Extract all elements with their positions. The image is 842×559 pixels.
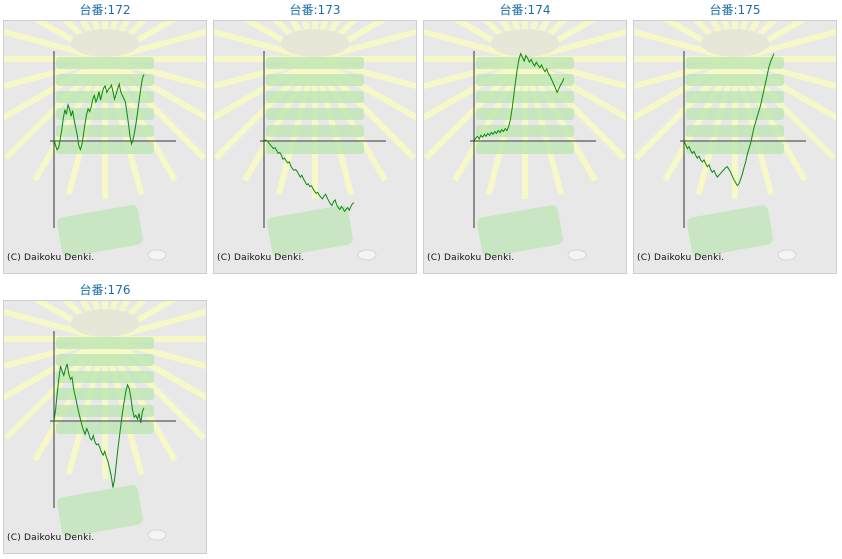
credit-text: (C) Daikoku Denki. <box>217 253 305 263</box>
decor-ray <box>4 336 107 401</box>
decor-tray <box>266 108 364 120</box>
chart-title: 台番:173 <box>289 3 341 17</box>
decor-ray <box>214 56 317 121</box>
chart-title: 台番:174 <box>499 3 551 17</box>
background-illustration <box>4 301 206 541</box>
decor-ray <box>733 56 836 121</box>
decor-tray <box>476 125 574 137</box>
background-illustration <box>214 21 416 261</box>
decor-tray <box>686 57 784 69</box>
decor-tray <box>266 74 364 86</box>
decor-tray <box>56 125 154 137</box>
decor-ray <box>634 56 737 121</box>
decor-tray <box>266 142 364 154</box>
decor-tray <box>476 74 574 86</box>
decor-box <box>57 205 143 257</box>
decor-tray <box>266 91 364 103</box>
decor-tray <box>56 371 154 383</box>
chart-svg <box>4 301 206 541</box>
chart-cell: 台番:173 (C) Daikoku Denki. <box>213 0 417 274</box>
series-line <box>53 74 145 152</box>
decor-tray <box>56 108 154 120</box>
decor-box <box>57 485 143 537</box>
series-line <box>683 53 775 187</box>
decor-tray <box>266 57 364 69</box>
background-illustration <box>4 21 206 261</box>
decor-top <box>701 29 769 57</box>
chart-panel: (C) Daikoku Denki. <box>633 20 837 274</box>
credit-text: (C) Daikoku Denki. <box>7 533 95 543</box>
decor-tray <box>476 91 574 103</box>
chart-svg <box>424 21 626 261</box>
chart-title: 台番:176 <box>79 283 131 297</box>
chart-title: 台番:172 <box>79 3 131 17</box>
series-line <box>473 52 565 142</box>
decor-tray <box>476 108 574 120</box>
decor-ray <box>4 56 107 121</box>
decor-tray <box>476 57 574 69</box>
chart-panel: (C) Daikoku Denki. <box>3 300 207 554</box>
decor-ray <box>103 336 206 401</box>
decor-box <box>687 205 773 257</box>
decor-ray <box>103 56 206 121</box>
decor-tray <box>686 108 784 120</box>
decor-ray <box>313 56 416 121</box>
decor-top <box>71 309 139 337</box>
chart-svg <box>4 21 206 261</box>
credit-text: (C) Daikoku Denki. <box>7 253 95 263</box>
decor-tray <box>266 125 364 137</box>
chart-svg <box>214 21 416 261</box>
chart-svg <box>634 21 836 261</box>
decor-tray <box>56 337 154 349</box>
chart-panel: (C) Daikoku Denki. <box>213 20 417 274</box>
decor-tray <box>56 57 154 69</box>
decor-tray <box>56 405 154 417</box>
decor-ray <box>424 56 527 121</box>
credit-text: (C) Daikoku Denki. <box>427 253 515 263</box>
chart-cell: 台番:176 (C) Daikoku Denki. <box>3 280 207 554</box>
decor-tray <box>56 142 154 154</box>
decor-box <box>477 205 563 257</box>
decor-tray <box>56 388 154 400</box>
decor-coin <box>147 529 167 541</box>
series-line <box>263 139 355 213</box>
chart-cell: 台番:174 (C) Daikoku Denki. <box>423 0 627 274</box>
chart-panel: (C) Daikoku Denki. <box>3 20 207 274</box>
decor-tray <box>56 91 154 103</box>
decor-box <box>267 205 353 257</box>
chart-title: 台番:175 <box>709 3 761 17</box>
decor-top <box>281 29 349 57</box>
decor-tray <box>686 125 784 137</box>
decor-top <box>71 29 139 57</box>
decor-tray <box>56 74 154 86</box>
decor-tray <box>686 91 784 103</box>
decor-tray <box>686 142 784 154</box>
decor-top <box>491 29 559 57</box>
decor-tray <box>56 354 154 366</box>
credit-text: (C) Daikoku Denki. <box>637 253 725 263</box>
background-illustration <box>634 21 836 261</box>
chart-panel: (C) Daikoku Denki. <box>423 20 627 274</box>
chart-cell: 台番:175 (C) Daikoku Denki. <box>633 0 837 274</box>
decor-coin <box>777 249 797 261</box>
decor-tray <box>476 142 574 154</box>
decor-coin <box>147 249 167 261</box>
decor-coin <box>357 249 377 261</box>
decor-coin <box>567 249 587 261</box>
decor-tray <box>686 74 784 86</box>
chart-cell: 台番:172 (C) Daikoku Denki. <box>3 0 207 274</box>
background-illustration <box>424 21 626 261</box>
decor-tray <box>56 422 154 434</box>
series-line <box>53 363 145 488</box>
